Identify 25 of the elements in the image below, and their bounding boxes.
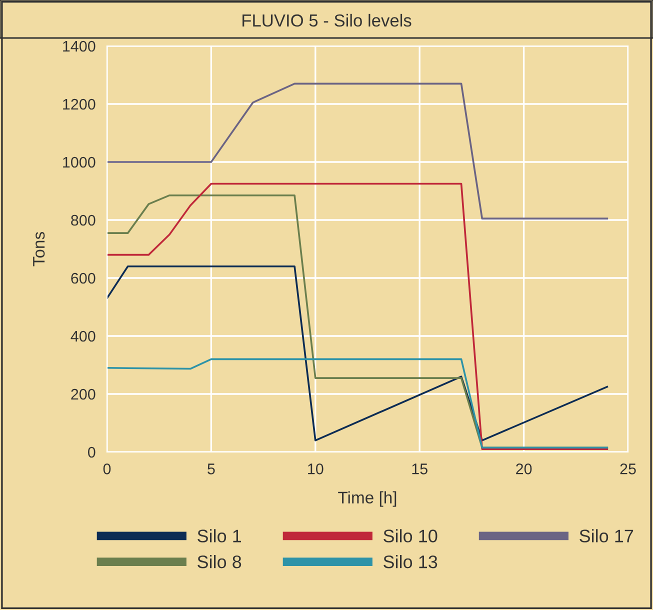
- x-tick-label: 5: [208, 464, 215, 474]
- x-tick-label: 20: [516, 464, 532, 474]
- line-series: [107, 82, 608, 220]
- x-axis-title: Time [h]: [338, 491, 396, 507]
- y-tick-label: 200: [71, 388, 96, 400]
- y-tick-label: 400: [70, 330, 96, 342]
- legend-label: Silo 1: [198, 529, 242, 542]
- y-tick-label: 600: [71, 272, 96, 284]
- y-tick-label: 800: [71, 214, 96, 226]
- legend-label: Silo 13: [384, 555, 438, 568]
- y-axis-title: Tons: [33, 232, 45, 266]
- y-tick-label: 0: [88, 446, 96, 458]
- chart-title: FLUVIO 5 - Silo levels: [242, 14, 412, 27]
- x-tick-label: 0: [103, 464, 111, 474]
- line-series: [107, 265, 608, 442]
- legend-label: Silo 17: [580, 529, 634, 542]
- x-tick-label: 25: [620, 464, 636, 474]
- line-series: [107, 358, 608, 449]
- legend-label: Silo 8: [198, 555, 242, 568]
- y-tick-label: 1400: [63, 40, 96, 52]
- x-tick-label: 10: [308, 464, 324, 474]
- x-tick-label: 15: [412, 464, 428, 474]
- legend-label: Silo 10: [384, 529, 438, 542]
- y-tick-label: 1000: [63, 156, 96, 168]
- y-tick-label: 1200: [63, 98, 96, 110]
